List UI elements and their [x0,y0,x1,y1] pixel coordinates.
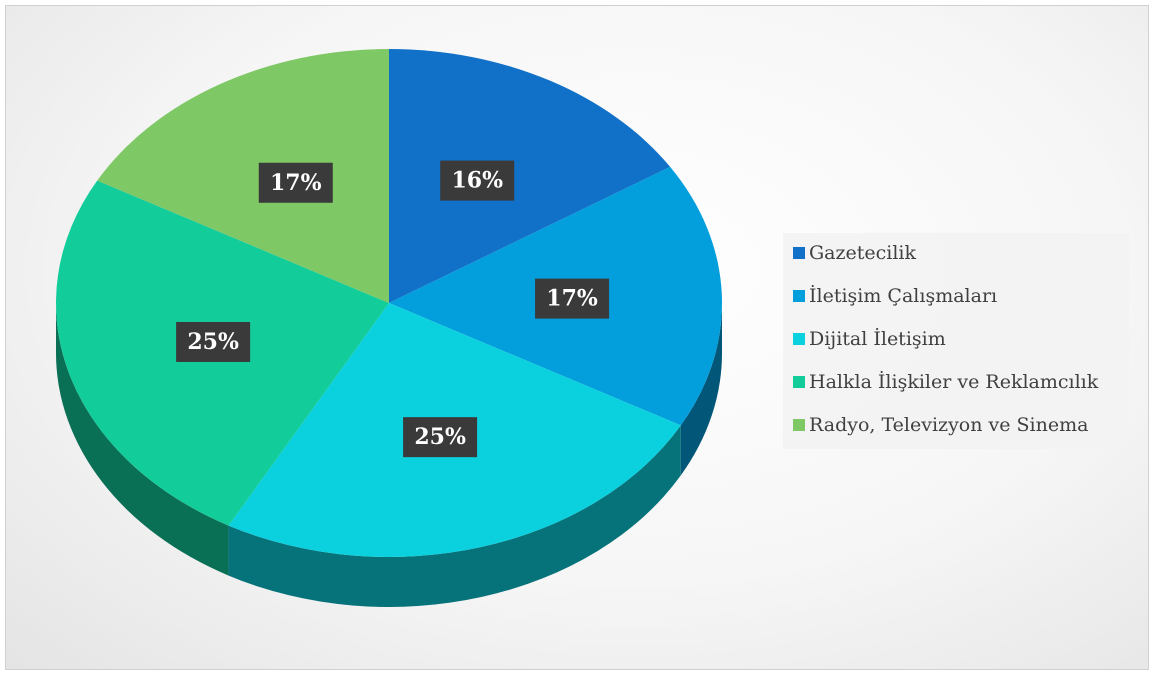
pie-side [680,303,722,476]
legend-label: Radyo, Televizyon ve Sinema [809,414,1088,436]
data-label: 16% [451,168,503,194]
data-label-box [258,162,333,203]
legend-box [783,233,1129,449]
legend-label: Dijital İletişim [809,327,946,350]
legend-label: Halkla İlişkiler ve Reklamcılık [809,370,1099,393]
legend-swatch [793,247,805,259]
data-label: 17% [270,170,322,196]
chart: 16% 17% 25% 25% 17% Gazetecilik İletişim Çalış… [56,49,1129,607]
data-label-box [403,417,478,458]
chart-card: 16% 17% 25% 25% 17% Gazetecilik İletişim Çalış… [5,5,1149,670]
data-label: 25% [187,329,239,355]
pie-side [228,425,681,607]
pie-side [56,303,229,576]
legend-label: Gazetecilik [809,242,917,264]
legend-swatch [793,290,805,302]
data-label: 17% [546,286,598,312]
data-label-box [440,160,515,201]
pie-slice [389,49,671,303]
data-label-box [535,278,610,319]
legend-swatch [793,333,805,345]
legend-swatch [793,419,805,431]
legend-label: İletişim Çalışmaları [809,284,997,307]
legend-swatch [793,376,805,388]
data-label: 25% [414,424,466,450]
data-label-box [176,321,251,362]
pie-slice [97,49,389,303]
